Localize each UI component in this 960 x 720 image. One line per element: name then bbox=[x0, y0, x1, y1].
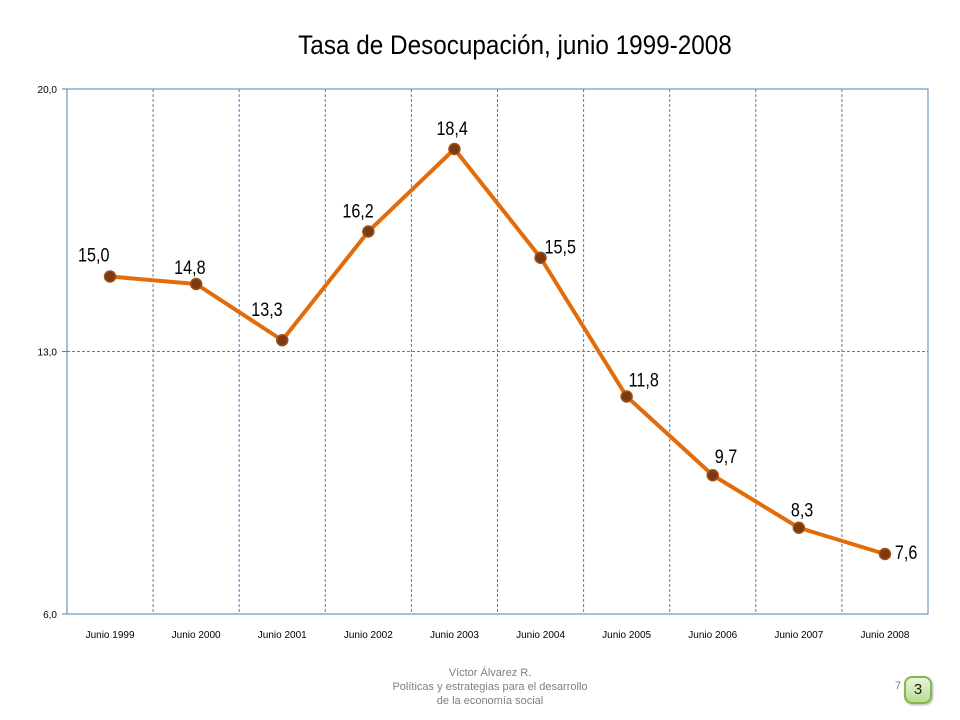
data-label: 15,0 bbox=[78, 244, 110, 266]
data-label: 8,3 bbox=[791, 500, 814, 522]
x-tick-label: Junio 2005 bbox=[602, 630, 651, 641]
data-point bbox=[706, 469, 719, 482]
data-label: 18,4 bbox=[436, 118, 468, 140]
data-label: 11,8 bbox=[629, 369, 659, 391]
data-label: 15,5 bbox=[545, 237, 577, 259]
data-label: 14,8 bbox=[174, 257, 206, 279]
footer-subtitle-line2: de la economía social bbox=[436, 695, 544, 707]
data-label: 16,2 bbox=[342, 200, 373, 222]
x-tick-label: Junio 2004 bbox=[516, 630, 565, 641]
data-label: 13,3 bbox=[251, 299, 283, 321]
slide-badge: 3 bbox=[904, 676, 932, 704]
footer-author: Víctor Álvarez R. bbox=[448, 667, 532, 679]
data-point bbox=[534, 251, 547, 264]
x-tick-label: Junio 1999 bbox=[86, 630, 135, 641]
data-point bbox=[792, 521, 806, 534]
chart-title: Tasa de Desocupación, junio 1999-2008 bbox=[298, 30, 732, 60]
page-number: 7 bbox=[895, 680, 902, 692]
data-label: 9,7 bbox=[715, 446, 737, 468]
series-line bbox=[109, 147, 886, 556]
x-tick-label: Junio 2007 bbox=[774, 630, 823, 641]
data-label: 7,6 bbox=[895, 542, 918, 564]
data-point bbox=[878, 547, 892, 561]
data-point bbox=[276, 334, 289, 347]
x-tick-label: Junio 2006 bbox=[688, 630, 737, 641]
x-tick-label: Junio 2003 bbox=[430, 630, 479, 641]
data-point bbox=[103, 270, 117, 283]
y-tick-label: 13,0 bbox=[38, 348, 58, 359]
x-tick-label: Junio 2001 bbox=[258, 630, 307, 641]
footer: Víctor Álvarez R. Políticas y estrategia… bbox=[370, 666, 610, 708]
x-tick-label: Junio 2000 bbox=[172, 630, 221, 641]
data-point bbox=[189, 277, 203, 291]
data-point bbox=[620, 390, 633, 403]
y-tick-label: 20,0 bbox=[38, 85, 58, 96]
x-tick-label: Junio 2002 bbox=[344, 630, 393, 641]
footer-subtitle-line1: Políticas y estrategias para el desarrol… bbox=[392, 681, 588, 693]
y-tick-label: 6,0 bbox=[43, 610, 57, 621]
data-point bbox=[448, 142, 461, 156]
data-point bbox=[362, 225, 375, 238]
x-tick-label: Junio 2008 bbox=[860, 630, 909, 641]
